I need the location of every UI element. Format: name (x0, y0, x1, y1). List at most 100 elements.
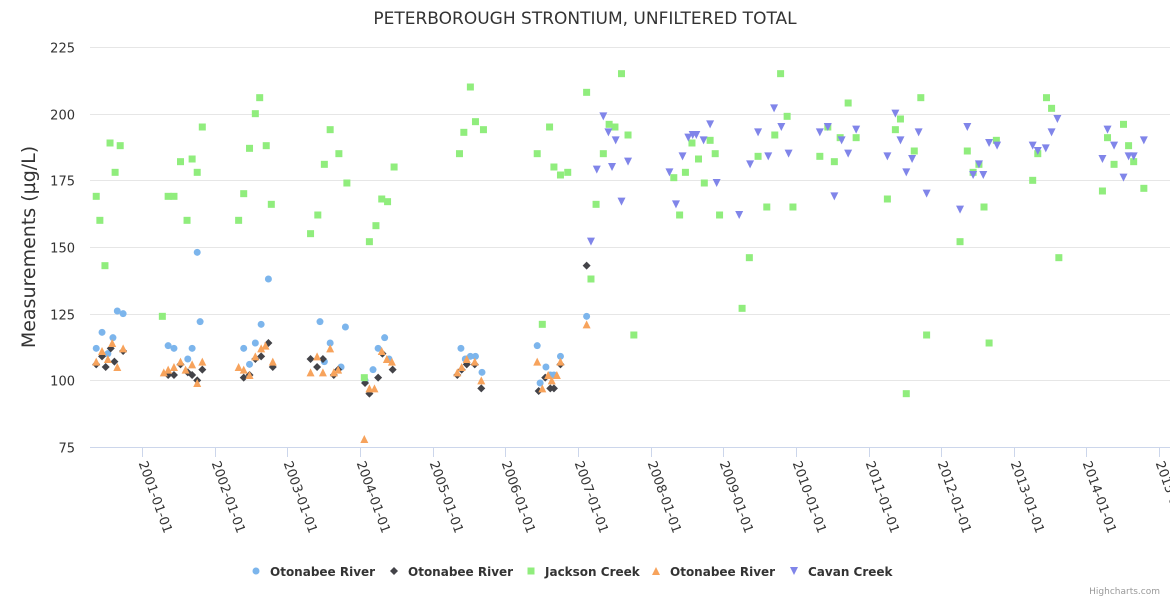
data-point[interactable] (316, 318, 324, 326)
data-point[interactable] (963, 123, 972, 131)
data-point[interactable] (706, 120, 715, 129)
data-point[interactable] (92, 344, 100, 352)
data-point[interactable] (533, 357, 542, 366)
data-point[interactable] (119, 344, 128, 353)
data-point[interactable] (326, 344, 335, 353)
data-point[interactable] (1053, 115, 1062, 123)
data-point[interactable] (891, 109, 900, 118)
data-point[interactable] (711, 150, 719, 158)
data-point[interactable] (783, 112, 791, 120)
data-point[interactable] (974, 160, 983, 169)
data-point[interactable] (374, 344, 382, 352)
data-point[interactable] (334, 365, 343, 374)
data-point[interactable] (341, 323, 349, 331)
data-point[interactable] (617, 197, 626, 206)
data-point[interactable] (369, 366, 377, 374)
data-point[interactable] (181, 365, 190, 374)
data-point[interactable] (1124, 152, 1133, 161)
data-point[interactable] (110, 357, 119, 366)
data-point[interactable] (992, 136, 1000, 144)
data-point[interactable] (980, 203, 988, 211)
legend-item[interactable]: Jackson Creek (527, 565, 641, 579)
data-point[interactable] (377, 347, 386, 355)
data-point[interactable] (1048, 104, 1056, 112)
data-point[interactable] (605, 120, 613, 128)
data-point[interactable] (234, 363, 243, 371)
data-point[interactable] (556, 352, 564, 360)
data-point[interactable] (164, 342, 172, 350)
data-point[interactable] (256, 94, 264, 102)
data-point[interactable] (754, 152, 762, 160)
data-point[interactable] (183, 216, 191, 224)
data-point[interactable] (239, 373, 248, 382)
data-point[interactable] (246, 144, 254, 152)
data-point[interactable] (360, 435, 369, 443)
data-point[interactable] (169, 363, 178, 371)
data-point[interactable] (630, 331, 638, 339)
data-point[interactable] (106, 139, 114, 147)
data-point[interactable] (784, 149, 793, 158)
data-point[interactable] (92, 192, 100, 200)
data-point[interactable] (746, 160, 755, 169)
data-point[interactable] (170, 192, 178, 200)
data-point[interactable] (763, 203, 771, 211)
data-point[interactable] (823, 123, 832, 131)
data-point[interactable] (754, 128, 763, 137)
legend-item[interactable]: Otonabee River (652, 565, 775, 579)
data-point[interactable] (896, 136, 905, 145)
data-point[interactable] (544, 371, 553, 379)
data-point[interactable] (1028, 141, 1037, 150)
data-point[interactable] (235, 216, 243, 224)
data-point[interactable] (240, 344, 248, 352)
data-point[interactable] (917, 94, 925, 102)
data-point[interactable] (101, 363, 110, 371)
data-point[interactable] (1130, 158, 1138, 166)
data-point[interactable] (896, 115, 904, 123)
data-point[interactable] (193, 379, 202, 387)
data-point[interactable] (582, 320, 591, 329)
data-point[interactable] (98, 328, 106, 336)
data-point[interactable] (1029, 176, 1037, 184)
data-point[interactable] (770, 104, 779, 113)
data-point[interactable] (257, 352, 266, 361)
data-point[interactable] (320, 160, 328, 168)
data-point[interactable] (103, 355, 112, 363)
data-point[interactable] (306, 368, 315, 377)
data-point[interactable] (883, 152, 892, 161)
data-point[interactable] (716, 211, 724, 219)
data-point[interactable] (479, 126, 487, 134)
data-point[interactable] (617, 70, 625, 78)
data-point[interactable] (1098, 155, 1107, 163)
data-point[interactable] (1110, 141, 1119, 150)
data-point[interactable] (384, 198, 392, 206)
data-point[interactable] (556, 357, 565, 366)
data-point[interactable] (170, 344, 178, 352)
data-point[interactable] (902, 390, 910, 398)
data-point[interactable] (306, 355, 315, 363)
data-point[interactable] (1125, 142, 1133, 150)
data-point[interactable] (1033, 147, 1042, 155)
data-point[interactable] (706, 136, 714, 144)
data-point[interactable] (611, 136, 620, 145)
data-point[interactable] (239, 365, 248, 374)
data-point[interactable] (198, 123, 206, 131)
data-point[interactable] (830, 158, 838, 166)
data-point[interactable] (556, 171, 564, 179)
data-point[interactable] (624, 131, 632, 139)
credits-link[interactable]: Highcharts.com (1089, 587, 1160, 597)
data-point[interactable] (852, 134, 860, 142)
data-point[interactable] (546, 123, 554, 131)
data-point[interactable] (985, 139, 994, 147)
data-point[interactable] (891, 126, 899, 134)
data-point[interactable] (329, 368, 338, 377)
data-point[interactable] (193, 248, 201, 256)
data-point[interactable] (188, 344, 196, 352)
data-point[interactable] (164, 192, 172, 200)
data-point[interactable] (307, 230, 315, 238)
data-point[interactable] (164, 365, 173, 374)
data-point[interactable] (1104, 134, 1112, 142)
data-point[interactable] (1041, 144, 1050, 153)
data-point[interactable] (455, 150, 463, 158)
data-point[interactable] (608, 163, 617, 171)
data-point[interactable] (538, 384, 547, 393)
